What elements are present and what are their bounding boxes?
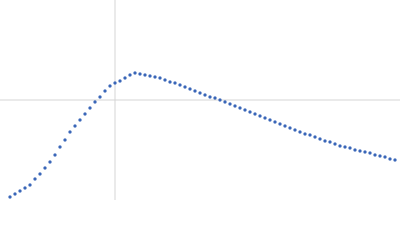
point (133, 71, 137, 75)
point (313, 135, 317, 139)
point (223, 100, 227, 104)
point (318, 137, 322, 141)
point (143, 73, 147, 77)
point (168, 80, 172, 84)
point (173, 81, 177, 85)
point (193, 89, 197, 93)
point (333, 142, 337, 146)
point (188, 87, 192, 91)
point (108, 84, 112, 88)
point (348, 146, 352, 150)
point (273, 120, 277, 124)
point (148, 74, 152, 78)
point (48, 160, 52, 164)
point (58, 145, 62, 149)
point (243, 108, 247, 112)
point (23, 186, 27, 190)
page: (() => { const data = JSON.parse(documen… (0, 0, 400, 200)
point (258, 114, 262, 118)
point (118, 79, 122, 83)
point (358, 149, 362, 153)
point (373, 153, 377, 157)
point (213, 96, 217, 100)
point (388, 157, 392, 161)
point (38, 172, 42, 176)
point (328, 140, 332, 144)
point (68, 130, 72, 134)
point (343, 145, 347, 149)
point (323, 139, 327, 143)
point (368, 151, 372, 155)
point (233, 104, 237, 108)
point (248, 110, 252, 114)
point (218, 98, 222, 102)
point (393, 158, 397, 162)
point (43, 166, 47, 170)
point (123, 76, 127, 80)
point (83, 112, 87, 116)
point (228, 102, 232, 106)
point (128, 73, 132, 77)
point (208, 95, 212, 99)
point (378, 154, 382, 158)
point (363, 150, 367, 154)
point (98, 95, 102, 99)
point (78, 118, 82, 122)
point (263, 116, 267, 120)
point (88, 106, 92, 110)
point (163, 78, 167, 82)
point (103, 89, 107, 93)
point (18, 189, 22, 193)
point (138, 72, 142, 76)
point (338, 144, 342, 148)
point (298, 130, 302, 134)
chart (0, 0, 400, 200)
point (63, 138, 67, 142)
point (253, 112, 257, 116)
point (268, 118, 272, 122)
point (383, 155, 387, 159)
point (293, 128, 297, 132)
point (113, 81, 117, 85)
point (278, 122, 282, 126)
point (158, 76, 162, 80)
point (178, 83, 182, 87)
point (13, 192, 17, 196)
point (203, 93, 207, 97)
point (303, 132, 307, 136)
point (53, 153, 57, 157)
point (33, 177, 37, 181)
point (8, 195, 12, 199)
point (353, 148, 357, 152)
point (28, 183, 32, 187)
point (308, 133, 312, 137)
point (283, 124, 287, 128)
point (238, 106, 242, 110)
point (288, 126, 292, 130)
point (93, 100, 97, 104)
point (183, 85, 187, 89)
point (198, 91, 202, 95)
point (73, 124, 77, 128)
point (153, 75, 157, 79)
